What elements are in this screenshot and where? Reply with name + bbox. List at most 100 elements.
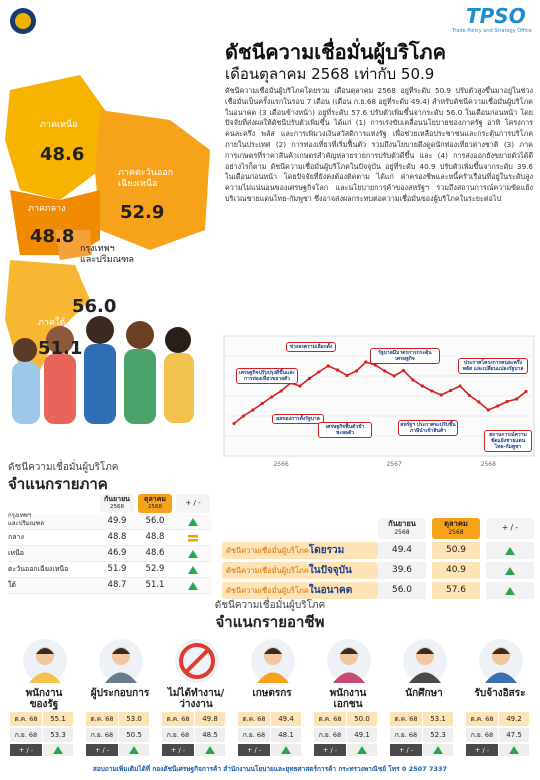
overall-name-cell: ดัชนีความเชื่อมั่นผู้บริโภคในปัจจุบัน (222, 562, 378, 579)
point (496, 404, 500, 408)
people-illustration (12, 316, 194, 424)
column-header: ตุลาคม 2568 (432, 518, 480, 539)
line-chart: 2566 2567 2568 เศรษฐกิจปรับปรุงดีขึ้นและการ… (223, 335, 535, 468)
point (232, 421, 236, 426)
month-label: ก.ย. 68 (314, 728, 346, 742)
occupation-icon (99, 639, 143, 683)
region-value: 51.1 (38, 338, 83, 359)
overall-prefix: ดัชนีความเชื่อมั่นผู้บริโภค (226, 586, 309, 595)
occupation-value: 55.1 (43, 712, 73, 726)
annotation: เศรษฐกิจปรับปรุงดีขึ้นและการท่องเที่ยวขย… (236, 368, 298, 384)
annotation: ผลของการตั้งรัฐบาล (272, 414, 324, 424)
annotation-text: เศรษฐกิจฟื้นตัวช้าชะลอตัว (318, 422, 372, 438)
ministry-logo (10, 8, 36, 34)
overall-name: ในอนาคต (308, 585, 353, 596)
point (270, 395, 274, 399)
point (251, 408, 255, 412)
row-band (8, 514, 212, 530)
trend-icon (188, 550, 198, 558)
change-label: + / - (238, 744, 270, 756)
region-row-value: 48.7 (107, 580, 127, 590)
x-tick-label: 2567 (386, 461, 401, 468)
region-row-value: 48.6 (145, 548, 165, 558)
occupation-icon (23, 639, 67, 683)
annotation-text: ผลของการตั้งรัฐบาล (272, 414, 324, 424)
occupation-name: เกษตรกร (252, 688, 292, 699)
point (486, 408, 490, 412)
trend-icon (505, 587, 515, 595)
up-arrow (357, 746, 367, 754)
point (430, 389, 434, 393)
overall-name-cell: ดัชนีความเชื่อมั่นผู้บริโภคในอนาคต (222, 582, 378, 599)
region-name: ภาคเหนือ (40, 120, 78, 130)
equal-bar (188, 535, 198, 538)
overall-name: โดยรวม (308, 545, 345, 556)
occupation-icon (327, 639, 371, 683)
occupation-name: ผู้ประกอบการ (90, 688, 150, 699)
footer: สอบถามเพิ่มเติมได้ที่ กองดัชนีเศรษฐกิจกา… (92, 765, 448, 773)
up-arrow (188, 550, 198, 558)
logo-sub: Trade Policy and Strategy Office (452, 28, 532, 34)
annotation: ประกาศโครงการคนละครึ่ง พลัส และเปลี่ยนแป… (458, 358, 528, 374)
up-arrow (505, 587, 515, 595)
change-label: + / - (390, 744, 422, 756)
occupation-heading: ดัชนีความเชื่อมั่นผู้บริโภค (214, 600, 326, 611)
up-arrow (188, 566, 198, 574)
change-label: + / - (86, 744, 118, 756)
change-label: + / - (314, 744, 346, 756)
occupation-value: 53.0 (119, 712, 149, 726)
icon-slash (184, 648, 210, 674)
column-sub: 2568 (448, 529, 464, 536)
overall-name-cell: ดัชนีความเชื่อมั่นผู้บริโภคโดยรวม (222, 542, 378, 559)
region-row-value: 51.9 (107, 564, 127, 574)
region-name: ภาคใต้ (38, 318, 66, 328)
occupation-icon (479, 639, 523, 683)
annotation-text: รัฐบาลมีมาตรการกระตุ้นเศรษฐกิจ (370, 348, 440, 364)
title: ดัชนีความเชื่อมั่นผู้บริโภค (225, 40, 446, 64)
region-heading: ดัชนีความเชื่อมั่นผู้บริโภค (8, 462, 119, 473)
month-label: ก.ย. 68 (10, 728, 42, 742)
region-value: 48.8 (30, 226, 75, 247)
row-band (8, 562, 212, 578)
annotation-text: เศรษฐกิจปรับปรุงดีขึ้นและการท่องเที่ยวขย… (236, 368, 298, 384)
point (354, 369, 359, 373)
occupation-value: 53.3 (43, 728, 73, 742)
month-label: ก.ย. 68 (162, 728, 194, 742)
trend-icon (509, 746, 519, 754)
up-arrow (433, 746, 443, 754)
region-row-value: 52.9 (145, 564, 165, 574)
region-value: 52.9 (120, 202, 165, 223)
overall-name: ในปัจจุบัน (308, 565, 352, 576)
column-header: กันยายน 2568 (378, 518, 426, 539)
column-sub: 2568 (394, 529, 410, 536)
point (401, 368, 406, 373)
icon-body (29, 672, 61, 683)
up-arrow (188, 582, 198, 590)
occupation-value: 47.5 (499, 728, 529, 742)
region-name: ภาคตะวันออก เฉียงเหนือ (118, 168, 174, 189)
trend-icon (281, 746, 291, 754)
icon-hair (492, 648, 510, 654)
trend-icon (205, 746, 215, 754)
icon-hair (416, 648, 434, 654)
icon-body (333, 672, 365, 683)
column-sub: 2568 (110, 504, 124, 510)
column-label: ตุลาคม (143, 495, 167, 503)
point (298, 384, 302, 388)
occupation-name: ไม่ได้ทำงาน/ ว่างงาน (167, 688, 225, 710)
trend-icon (188, 582, 198, 590)
row-band (8, 578, 212, 594)
trend-icon (188, 535, 198, 542)
annotation: เศรษฐกิจฟื้นตัวช้าชะลอตัว (318, 422, 372, 438)
point (336, 368, 340, 372)
overall-prefix: ดัชนีความเชื่อมั่นผู้บริโภค (226, 546, 309, 555)
up-arrow (509, 746, 519, 754)
point (279, 389, 283, 393)
icon-body (105, 672, 137, 683)
row-band (8, 546, 212, 562)
point (364, 360, 368, 364)
change-label: + / - (10, 744, 42, 756)
month-label: ก.ย. 68 (86, 728, 118, 742)
region-row-name: ใต้ (8, 581, 16, 589)
column-header: กันยายน 2568 (100, 494, 134, 513)
